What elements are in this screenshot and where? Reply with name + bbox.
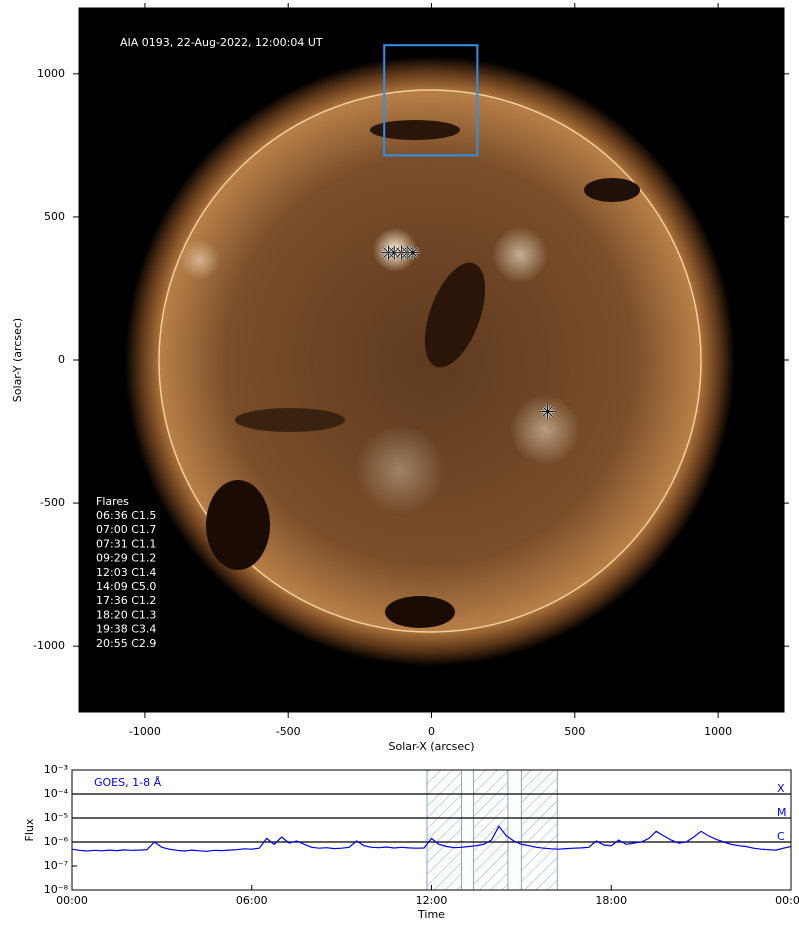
- x-tick-label: 18:00: [595, 894, 627, 907]
- y-tick-label: 10⁻⁶: [44, 835, 69, 848]
- flare-entry: 19:38 C3.4: [96, 623, 156, 636]
- marker-stroke: [542, 406, 553, 417]
- level-label: M: [777, 806, 787, 819]
- x-axis-label: Time: [417, 908, 445, 921]
- x-tick-label: -1000: [129, 725, 161, 738]
- flux-line: [71, 825, 792, 852]
- annotation: AIA 0193, 22-Aug-2022, 12:00:04 UT: [120, 36, 323, 49]
- flare-entry: 06:36 C1.5: [96, 509, 156, 522]
- y-tick-label: 0: [58, 353, 65, 366]
- y-tick-label: -500: [40, 496, 65, 509]
- x-tick-label: 00:00: [56, 894, 88, 907]
- level-label: C: [777, 830, 785, 843]
- flare-entry: 20:55 C2.9: [96, 637, 156, 650]
- y-tick-label: 10⁻⁴: [44, 787, 69, 800]
- x-tick-label: 00:00: [775, 894, 799, 907]
- x-tick-label: -500: [276, 725, 301, 738]
- flare-marker: [540, 404, 555, 419]
- legend-label: GOES, 1-8 Å: [94, 776, 162, 789]
- shaded-interval: [472, 769, 509, 891]
- flare-marker: [405, 245, 420, 260]
- region-box: [383, 44, 479, 157]
- flare-entry: 12:03 C1.4: [96, 566, 156, 579]
- flare-entry: 18:20 C1.3: [96, 608, 156, 621]
- flare-entry: 14:09 C5.0: [96, 580, 156, 593]
- flares-title: Flares: [96, 495, 129, 508]
- x-axis-label: Solar-X (arcsec): [389, 740, 475, 753]
- y-tick-label: 10⁻⁵: [44, 811, 68, 824]
- y-tick-label: 10⁻⁷: [44, 859, 68, 872]
- shaded-interval: [520, 769, 558, 891]
- x-tick-label: 1000: [704, 725, 732, 738]
- y-tick-label: -1000: [33, 639, 65, 652]
- shaded-interval: [426, 769, 462, 891]
- y-tick-label: 10⁻³: [44, 763, 68, 776]
- y-tick-label: 500: [44, 210, 65, 223]
- x-tick-label: 0: [428, 725, 435, 738]
- x-tick-label: 06:00: [236, 894, 268, 907]
- x-tick-label: 12:00: [416, 894, 448, 907]
- flare-entry: 09:29 C1.2: [96, 552, 156, 565]
- solar-image: [79, 8, 784, 712]
- level-label: X: [777, 782, 785, 795]
- y-axis-label: Solar-Y (arcsec): [11, 318, 24, 402]
- flare-entry: 07:31 C1.1: [96, 537, 156, 550]
- flare-entry: 17:36 C1.2: [96, 594, 156, 607]
- y-axis-label: Flux: [23, 818, 36, 841]
- y-tick-label: 10⁻⁸: [44, 883, 69, 896]
- y-tick-label: 1000: [37, 67, 65, 80]
- marker-stroke: [407, 247, 419, 259]
- flare-entry: 07:00 C1.7: [96, 523, 156, 536]
- x-tick-label: 500: [564, 725, 585, 738]
